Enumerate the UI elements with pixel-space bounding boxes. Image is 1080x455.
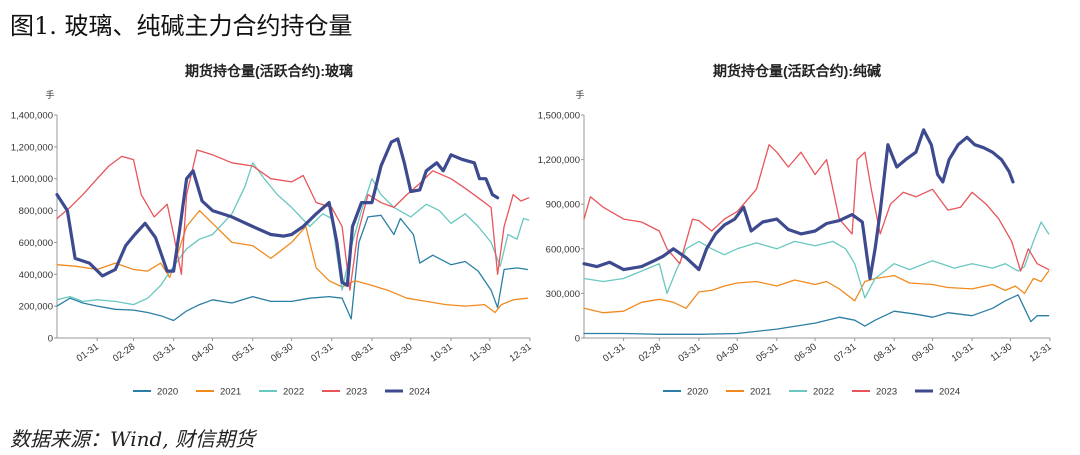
legend-label-2021: 2021	[220, 387, 241, 398]
x-tick-label: 09-30	[388, 341, 414, 364]
series-line-2021	[583, 270, 1050, 314]
y-tick-label: 200,000	[19, 302, 53, 313]
x-tick-label: 05-31	[230, 341, 256, 364]
series-line-2023	[583, 144, 1050, 272]
legend-label-2020: 2020	[157, 387, 178, 398]
y-tick-label: 600,000	[19, 238, 53, 249]
series-line-2024	[582, 128, 1015, 281]
legend-label-2020: 2020	[687, 387, 708, 398]
x-tick-label: 05-31	[754, 341, 780, 364]
y-tick-label: 0	[48, 334, 53, 345]
x-tick-label: 10-31	[950, 341, 976, 364]
legend-label-2023: 2023	[876, 387, 897, 398]
y-tick-label: 900,000	[546, 200, 580, 211]
y-tick-label: 300,000	[546, 289, 580, 300]
legend-label-2021: 2021	[750, 387, 771, 398]
x-tick-label: 01-31	[75, 341, 101, 364]
series-line-2024	[55, 137, 500, 287]
x-tick-label: 12-31	[1027, 341, 1053, 364]
y-tick-label: 1,200,000	[538, 155, 580, 166]
series-line-2023	[56, 149, 530, 291]
x-tick-label: 04-30	[715, 341, 741, 364]
x-tick-label: 02-28	[111, 341, 137, 364]
series-line-2022	[56, 162, 530, 306]
glass-chart: 期货持仓量(活跃合约):玻璃手 0 200,000 400,000 600,000 800…	[11, 63, 534, 398]
y-tick-label: 1,000,000	[11, 174, 53, 185]
x-tick-label: 04-30	[190, 341, 216, 364]
x-tick-label: 02-28	[637, 341, 663, 364]
legend-label-2024: 2024	[939, 387, 960, 398]
chart-title: 期货持仓量(活跃合约):纯碱	[713, 63, 881, 79]
x-tick-label: 07-31	[832, 341, 858, 364]
x-tick-label: 09-30	[910, 341, 936, 364]
series-line-2020	[56, 214, 529, 322]
legend-label-2024: 2024	[409, 387, 430, 398]
legend-label-2022: 2022	[813, 387, 834, 398]
y-axis-unit: 手	[575, 89, 584, 100]
x-tick-label: 03-31	[151, 341, 177, 364]
y-axis-unit: 手	[45, 89, 54, 100]
y-tick-label: 600,000	[546, 244, 580, 255]
y-tick-label: 800,000	[19, 206, 53, 217]
x-tick-label: 10-31	[428, 341, 454, 364]
chart-title: 期货持仓量(活跃合约):玻璃	[185, 63, 353, 79]
legend-label-2023: 2023	[346, 387, 367, 398]
x-tick-label: 07-31	[309, 341, 335, 364]
x-tick-label: 11-30	[989, 341, 1015, 364]
figure-title: 图1. 玻璃、纯碱主力合约持仓量	[10, 12, 353, 40]
soda-ash-chart: 期货持仓量(活跃合约):纯碱手 0 300,000 600,000 900,000 1,2…	[538, 63, 1054, 398]
series-line-2021	[56, 209, 529, 314]
x-tick-label: 11-30	[468, 341, 494, 364]
y-tick-label: 0	[575, 334, 580, 345]
legend-label-2022: 2022	[283, 387, 304, 398]
x-tick-label: 08-31	[872, 341, 898, 364]
x-tick-label: 03-31	[676, 341, 702, 364]
y-tick-label: 400,000	[19, 270, 53, 281]
x-tick-label: 06-30	[269, 341, 295, 364]
data-source-note: 数据来源：Wind, 财信期货	[10, 427, 255, 451]
x-tick-label: 06-30	[793, 341, 819, 364]
x-tick-label: 12-31	[507, 341, 533, 364]
y-tick-label: 1,200,000	[11, 142, 53, 153]
series-line-2020	[583, 294, 1050, 335]
y-tick-label: 1,400,000	[11, 111, 53, 122]
x-tick-label: 08-31	[349, 341, 375, 364]
y-tick-label: 1,500,000	[538, 111, 580, 122]
series-line-2022	[583, 221, 1050, 299]
x-tick-label: 01-31	[601, 341, 627, 364]
